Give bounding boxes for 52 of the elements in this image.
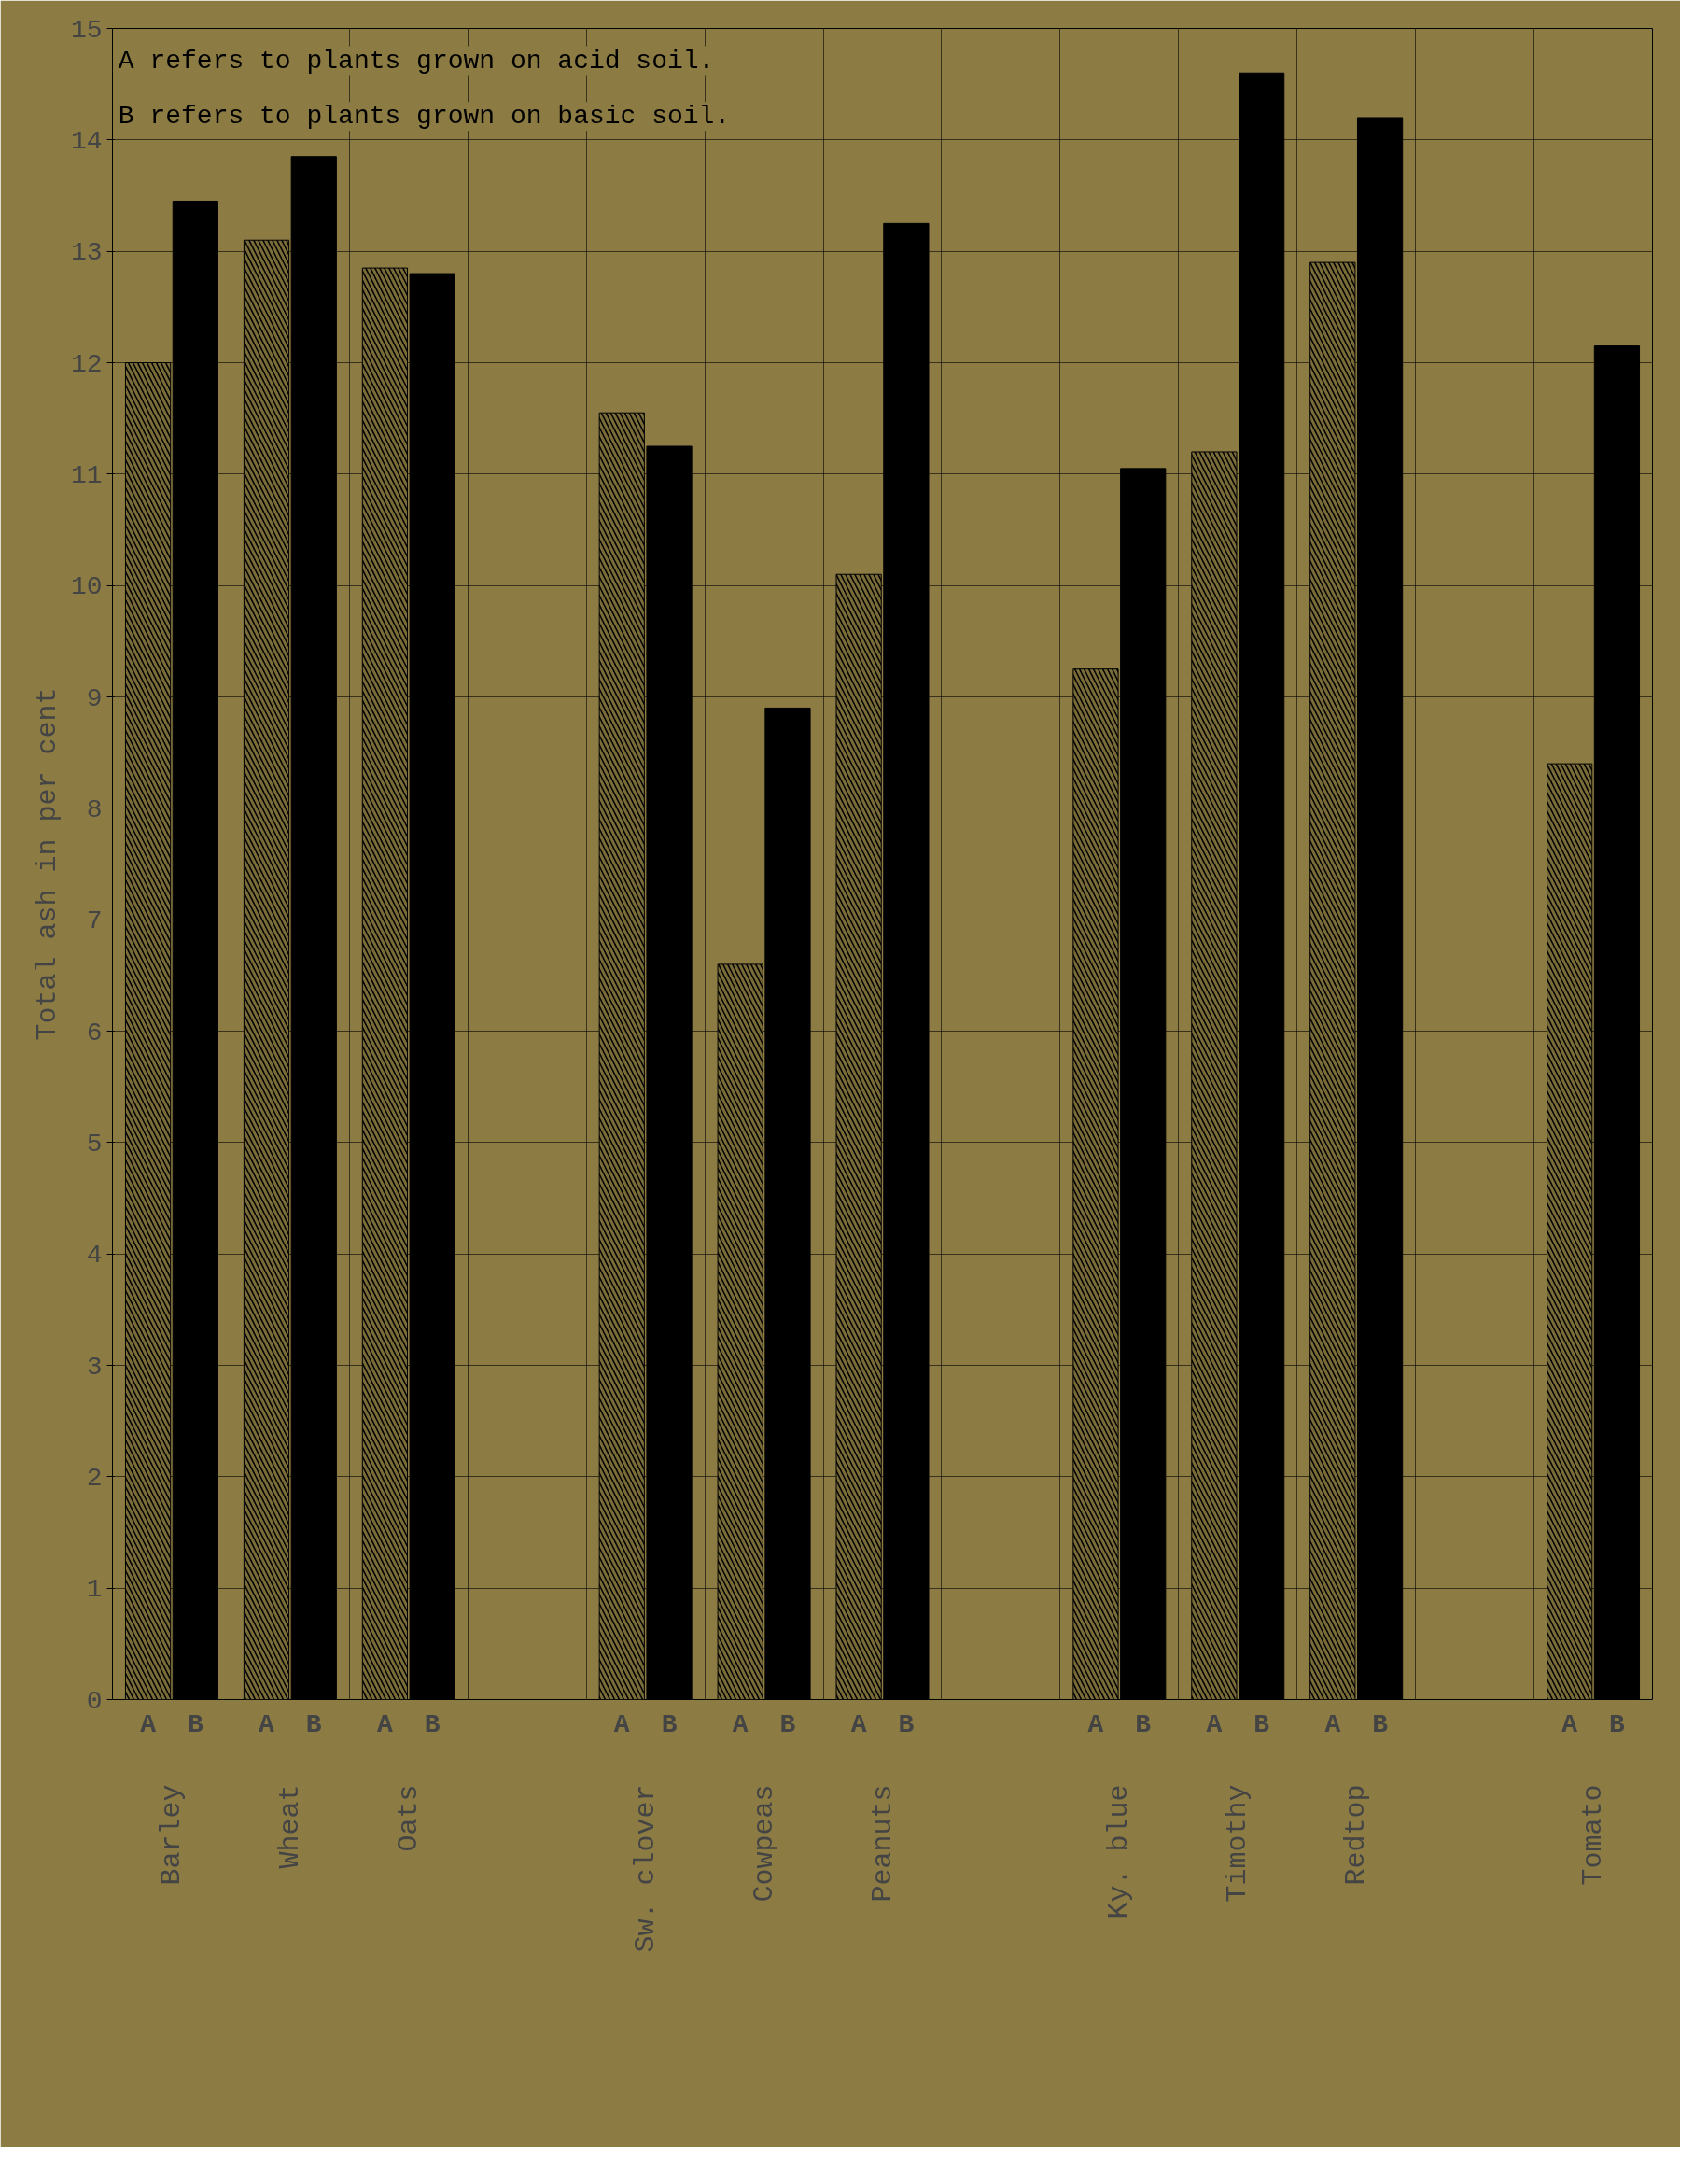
text: A [1324, 1709, 1341, 1739]
x-tick-label: Wheat [273, 1784, 306, 1869]
y-tick-label: 9 [86, 683, 103, 713]
y-tick-label: 0 [86, 1686, 103, 1716]
text: B [1135, 1709, 1152, 1739]
text: A [732, 1709, 749, 1739]
y-tick-label: 15 [70, 15, 103, 45]
text: A [1087, 1709, 1104, 1739]
y-tick-label: 2 [86, 1463, 103, 1493]
text: A [1561, 1709, 1578, 1739]
text: A [259, 1709, 274, 1739]
text: A [613, 1709, 630, 1739]
text: B [898, 1709, 915, 1739]
x-tick-label: Barley [155, 1784, 188, 1886]
y-tick-label: 3 [86, 1352, 103, 1382]
y-tick-label: 14 [70, 126, 103, 156]
x-tick-label: Sw. clover [629, 1784, 662, 1953]
bar [290, 156, 337, 1700]
x-tick-label: Oats [392, 1784, 425, 1852]
y-tick-label: 4 [86, 1241, 103, 1271]
text: A [850, 1709, 867, 1739]
x-tick-label: Timothy [1222, 1784, 1254, 1903]
y-tick-label: 10 [70, 572, 103, 602]
text: B [779, 1709, 796, 1739]
y-tick-label: 12 [70, 349, 103, 379]
text: B [661, 1709, 678, 1739]
series-label: A [140, 1709, 157, 1739]
y-tick-label: 6 [86, 1018, 103, 1047]
x-tick-label: Ky. blue [1103, 1784, 1136, 1919]
y-tick-label: 5 [86, 1129, 103, 1159]
text: B [1372, 1709, 1388, 1739]
y-tick-label: 11 [70, 460, 103, 490]
x-tick-label: Cowpeas [748, 1784, 780, 1903]
x-tick-label: Tomato [1577, 1784, 1610, 1886]
y-tick-label: 8 [86, 794, 103, 824]
annotation: B refers to plants grown on basic soil. [118, 102, 731, 132]
y-axis-title: Total ash in per cent [31, 687, 63, 1041]
text: B [1609, 1709, 1625, 1739]
text: A [377, 1709, 393, 1739]
y-tick-label: 7 [86, 906, 103, 936]
text: B [305, 1709, 322, 1739]
bar [1593, 345, 1641, 1700]
text: A [1206, 1709, 1223, 1739]
y-tick-label: 1 [86, 1575, 103, 1605]
x-tick-label: Redtop [1340, 1784, 1373, 1886]
y-tick-label: 13 [70, 238, 103, 268]
bar [172, 200, 218, 1700]
text: B [1253, 1709, 1270, 1739]
annotation: A refers to plants grown on acid soil. [118, 46, 715, 76]
series-label: B [187, 1709, 203, 1739]
x-tick-label: Peanuts [866, 1784, 899, 1903]
text: B [424, 1709, 441, 1739]
